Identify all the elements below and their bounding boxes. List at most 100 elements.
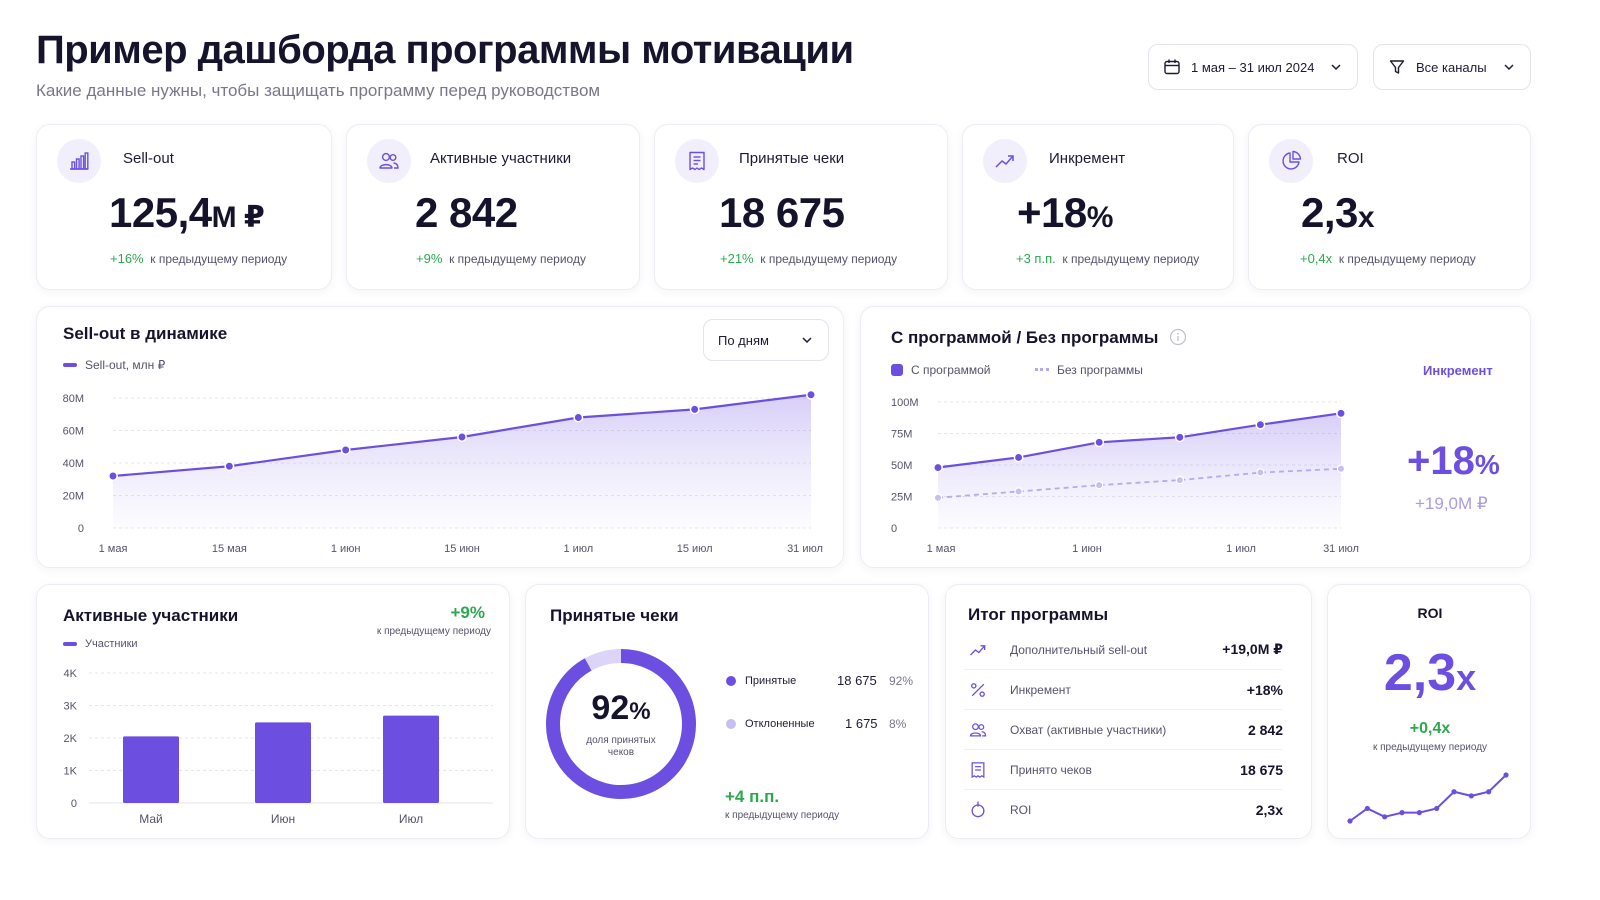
page-title: Пример дашборда программы мотивации bbox=[36, 28, 854, 72]
roi-point bbox=[1486, 789, 1492, 795]
kpi-delta: +21% к предыдущему периоду bbox=[720, 251, 898, 266]
kpi-card-receipts: Принятые чеки 18 675 +21% к предыдущему … bbox=[654, 124, 948, 290]
chart-title: С программой / Без программы bbox=[891, 328, 1159, 347]
x-tick-label: 1 июл bbox=[563, 543, 593, 555]
y-tick-label: 80M bbox=[63, 393, 84, 405]
roi-icon bbox=[964, 800, 992, 820]
sellout-chart-card: Sell-out в динамике Sell-out, млн ₽ По д… bbox=[36, 306, 844, 568]
y-tick-label: 25M bbox=[891, 492, 912, 504]
channels-label: Все каналы bbox=[1416, 59, 1487, 75]
kpi-value: +18% bbox=[1017, 189, 1113, 236]
summary-row: ROI 2,3x bbox=[964, 790, 1283, 830]
participants-delta: +9% bbox=[450, 603, 486, 622]
with-program-point bbox=[1336, 408, 1346, 419]
summary-row: Инкремент +18% bbox=[964, 670, 1283, 710]
sellout-point bbox=[457, 432, 467, 442]
y-tick-label: 75M bbox=[891, 429, 912, 441]
x-tick-label: 1 июн bbox=[1072, 543, 1102, 555]
sellout-point bbox=[806, 389, 816, 400]
x-tick-label: 15 июн bbox=[444, 543, 480, 555]
legend-with-program: С программой bbox=[891, 363, 990, 377]
y-tick-label: 0 bbox=[71, 798, 77, 810]
with-program-area bbox=[938, 413, 1341, 528]
y-tick-label: 4K bbox=[64, 668, 78, 680]
with-program-line bbox=[937, 412, 1342, 469]
trend-up-icon bbox=[983, 139, 1027, 183]
roi-point bbox=[1434, 805, 1440, 812]
without-program-line bbox=[937, 467, 1342, 499]
kpi-value: 125,4М ₽ bbox=[109, 189, 265, 236]
x-tick-label: 15 июл bbox=[677, 543, 713, 555]
receipts-delta-text: к предыдущему периоду bbox=[725, 810, 840, 821]
percent-icon bbox=[964, 680, 992, 700]
x-tick-label: 31 июл bbox=[787, 543, 823, 555]
summary-card: Итог программы Дополнительный sell-out +1… bbox=[945, 584, 1312, 839]
kpi-card-sellout: Sell-out 125,4М ₽ +16% к предыдущему пер… bbox=[36, 124, 332, 290]
receipt-icon bbox=[675, 139, 719, 183]
roi-point bbox=[1382, 814, 1388, 820]
without-program-point bbox=[1014, 487, 1023, 496]
users-icon bbox=[964, 720, 992, 740]
x-tick-label: Июл bbox=[399, 812, 423, 826]
y-tick-label: 20M bbox=[63, 491, 84, 503]
kpi-card-increment: Инкремент +18% +3 п.п. к предыдущему пер… bbox=[962, 124, 1234, 290]
sellout-point bbox=[340, 445, 351, 455]
y-tick-label: 1K bbox=[64, 766, 78, 778]
y-tick-label: 50M bbox=[891, 460, 912, 472]
kpi-value: 2 842 bbox=[415, 189, 518, 236]
chevron-down-icon bbox=[802, 337, 812, 344]
without-program-point bbox=[1336, 464, 1346, 473]
roi-point bbox=[1416, 810, 1422, 816]
with-program-point bbox=[933, 462, 943, 473]
sellout-point bbox=[689, 404, 700, 415]
roi-point bbox=[1347, 818, 1353, 824]
increment-value: +18% bbox=[1407, 439, 1500, 483]
donut-value: 92% bbox=[591, 689, 651, 727]
roi-card: ROI 2,3x +0,4x к предыдущему периоду bbox=[1327, 584, 1531, 839]
kpi-label: ROI bbox=[1337, 150, 1364, 167]
sellout-chart: 80M 60M 40M 20M 0 1 мая 15 мая 1 июн 15 июн 1 июл… bbox=[63, 389, 823, 555]
participants-bar bbox=[123, 736, 179, 803]
kpi-card-participants: Активные участники 2 842 +9% к предыдуще… bbox=[346, 124, 640, 290]
receipts-donut bbox=[546, 649, 696, 799]
roi-title: ROI bbox=[1417, 605, 1443, 621]
granularity-select[interactable]: По дням bbox=[703, 319, 829, 361]
date-range-picker[interactable]: 1 мая – 31 июл 2024 bbox=[1148, 44, 1358, 90]
roi-sparkline bbox=[1347, 772, 1509, 824]
page-subtitle: Какие данные нужны, чтобы защищать прогр… bbox=[36, 81, 601, 100]
with-program-point bbox=[1174, 432, 1185, 443]
kpi-label: Инкремент bbox=[1049, 150, 1126, 167]
channels-filter[interactable]: Все каналы bbox=[1373, 44, 1531, 90]
chart-title: Принятые чеки bbox=[550, 606, 679, 625]
bar-chart-icon bbox=[57, 139, 101, 183]
roi-point bbox=[1399, 810, 1405, 816]
chevron-down-icon bbox=[1504, 64, 1514, 71]
participants-chart-card: Активные участники +9% к предыдущему пер… bbox=[36, 584, 510, 839]
summary-row: Дополнительный sell-out +19,0М ₽ bbox=[964, 630, 1283, 670]
without-program-point bbox=[933, 493, 943, 502]
participants-bar bbox=[383, 715, 439, 803]
y-tick-label: 3K bbox=[64, 701, 78, 713]
pie-icon bbox=[1269, 139, 1313, 183]
granularity-label: По дням bbox=[718, 332, 769, 348]
kpi-delta: +16% к предыдущему периоду bbox=[110, 251, 288, 266]
y-tick-label: 40M bbox=[63, 458, 84, 470]
chevron-down-icon bbox=[1331, 64, 1341, 71]
y-tick-label: 2K bbox=[64, 733, 78, 745]
info-icon[interactable] bbox=[1169, 328, 1187, 346]
kpi-delta: +0,4x к предыдущему периоду bbox=[1300, 251, 1476, 266]
donut-slice bbox=[546, 649, 696, 799]
donut-slice bbox=[584, 649, 622, 671]
without-program-point bbox=[1256, 468, 1265, 477]
kpi-delta: +3 п.п. к предыдущему периоду bbox=[1016, 251, 1200, 266]
roi-delta: +0,4x bbox=[1409, 720, 1451, 737]
summary-row: Охват (активные участники) 2 842 bbox=[964, 710, 1283, 750]
sellout-area bbox=[113, 394, 811, 528]
kpi-value: 18 675 bbox=[719, 189, 845, 236]
kpi-label: Принятые чеки bbox=[739, 150, 845, 167]
legend-without-program: Без программы bbox=[1035, 363, 1143, 377]
roi-point bbox=[1503, 772, 1509, 778]
x-tick-label: 1 июл bbox=[1226, 543, 1256, 555]
receipts-delta: +4 п.п. bbox=[725, 787, 780, 806]
without-program-point bbox=[1094, 480, 1104, 490]
